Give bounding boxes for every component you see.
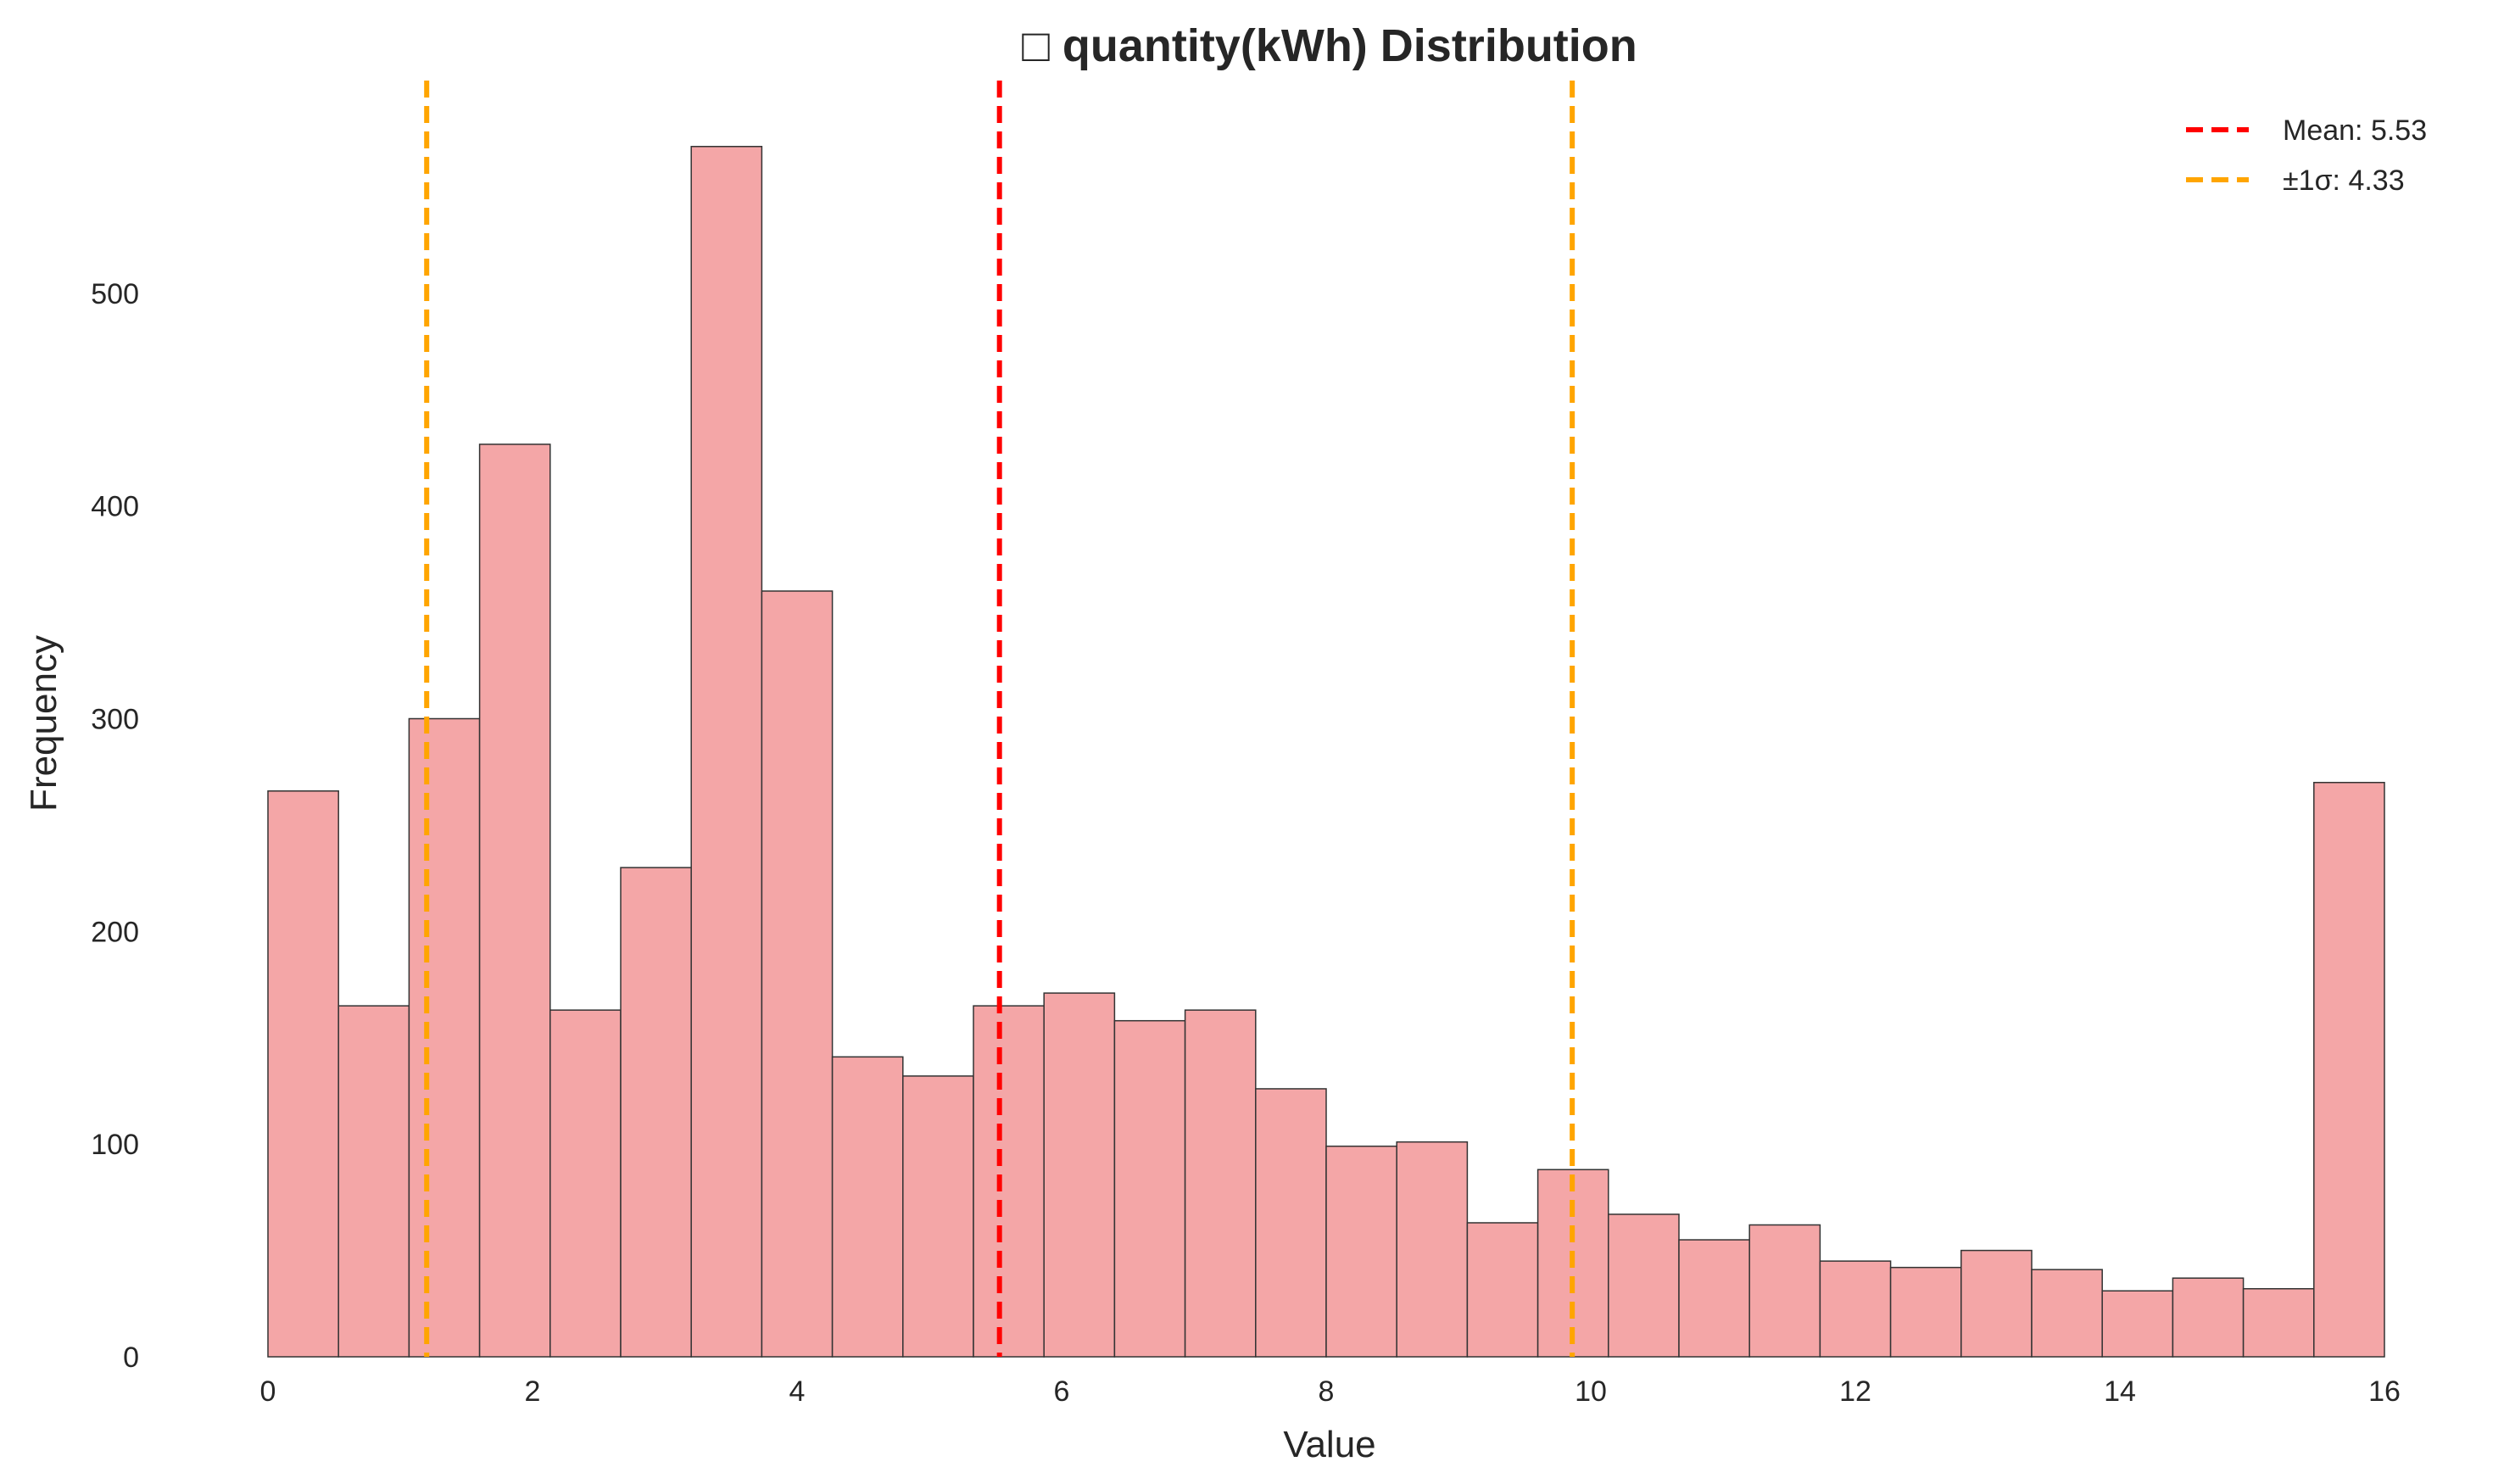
chart-title: □ quantity(kWh) Distribution — [1022, 20, 1637, 71]
legend: Mean: 5.53 ±1σ: 4.33 — [2186, 114, 2427, 197]
histogram-bar — [2031, 1269, 2103, 1358]
x-tick-label: 14 — [2104, 1375, 2136, 1408]
x-tick-label: 8 — [1319, 1375, 1335, 1408]
x-tick-label: 12 — [1839, 1375, 1871, 1408]
histogram-bar — [1889, 1266, 1962, 1358]
histogram-bar — [549, 1009, 622, 1358]
histogram-bar — [1678, 1239, 1750, 1358]
x-tick-label: 16 — [2368, 1375, 2401, 1408]
y-tick-label: 0 — [123, 1342, 139, 1374]
x-tick-label: 4 — [789, 1375, 806, 1408]
histogram-bar — [337, 1005, 410, 1358]
histogram-bar — [690, 146, 763, 1358]
y-tick-label: 300 — [91, 704, 139, 736]
legend-sigma-label: ±1σ: 4.33 — [2283, 165, 2405, 197]
x-axis-ticks: 0 2 4 6 8 10 12 14 16 — [260, 1375, 2401, 1408]
histogram-bar — [973, 1005, 1045, 1358]
y-tick-label: 500 — [91, 278, 139, 310]
x-tick-label: 2 — [525, 1375, 541, 1408]
x-tick-label: 6 — [1054, 1375, 1070, 1408]
y-tick-label: 200 — [91, 916, 139, 948]
histogram-bar — [1184, 1009, 1257, 1358]
histogram-bar — [1043, 992, 1116, 1358]
y-tick-label: 100 — [91, 1129, 139, 1161]
histogram-bar — [2101, 1290, 2174, 1358]
histogram-bars — [267, 146, 2385, 1358]
x-tick-label: 10 — [1575, 1375, 1607, 1408]
histogram-bar — [478, 444, 551, 1358]
histogram-bar — [2172, 1277, 2245, 1358]
x-tick-label: 0 — [260, 1375, 276, 1408]
histogram-bar — [1960, 1249, 2033, 1358]
histogram-bar — [267, 790, 339, 1358]
x-axis-label: Value — [1283, 1424, 1375, 1465]
histogram-bar — [1113, 1019, 1186, 1358]
y-axis-label: Frequency — [23, 635, 64, 812]
histogram-bar — [761, 590, 834, 1358]
legend-mean-label: Mean: 5.53 — [2283, 114, 2427, 147]
histogram-bar — [2242, 1287, 2315, 1358]
y-tick-label: 400 — [91, 491, 139, 523]
histogram-bar — [902, 1075, 974, 1358]
y-axis-ticks: 0 100 200 300 400 500 — [91, 278, 139, 1374]
histogram-bar — [1819, 1260, 1892, 1358]
histogram-bar — [831, 1056, 904, 1358]
histogram-bar — [1608, 1213, 1680, 1358]
histogram-bar — [1255, 1088, 1327, 1358]
reference-lines — [424, 81, 1575, 1357]
histogram-bar — [1325, 1145, 1397, 1358]
histogram-bar — [1396, 1141, 1469, 1358]
histogram-bar — [408, 717, 481, 1358]
histogram-bar — [1748, 1224, 1821, 1358]
histogram-bar — [2313, 782, 2385, 1358]
histogram-bar — [620, 867, 692, 1358]
histogram-bar — [1466, 1222, 1539, 1358]
